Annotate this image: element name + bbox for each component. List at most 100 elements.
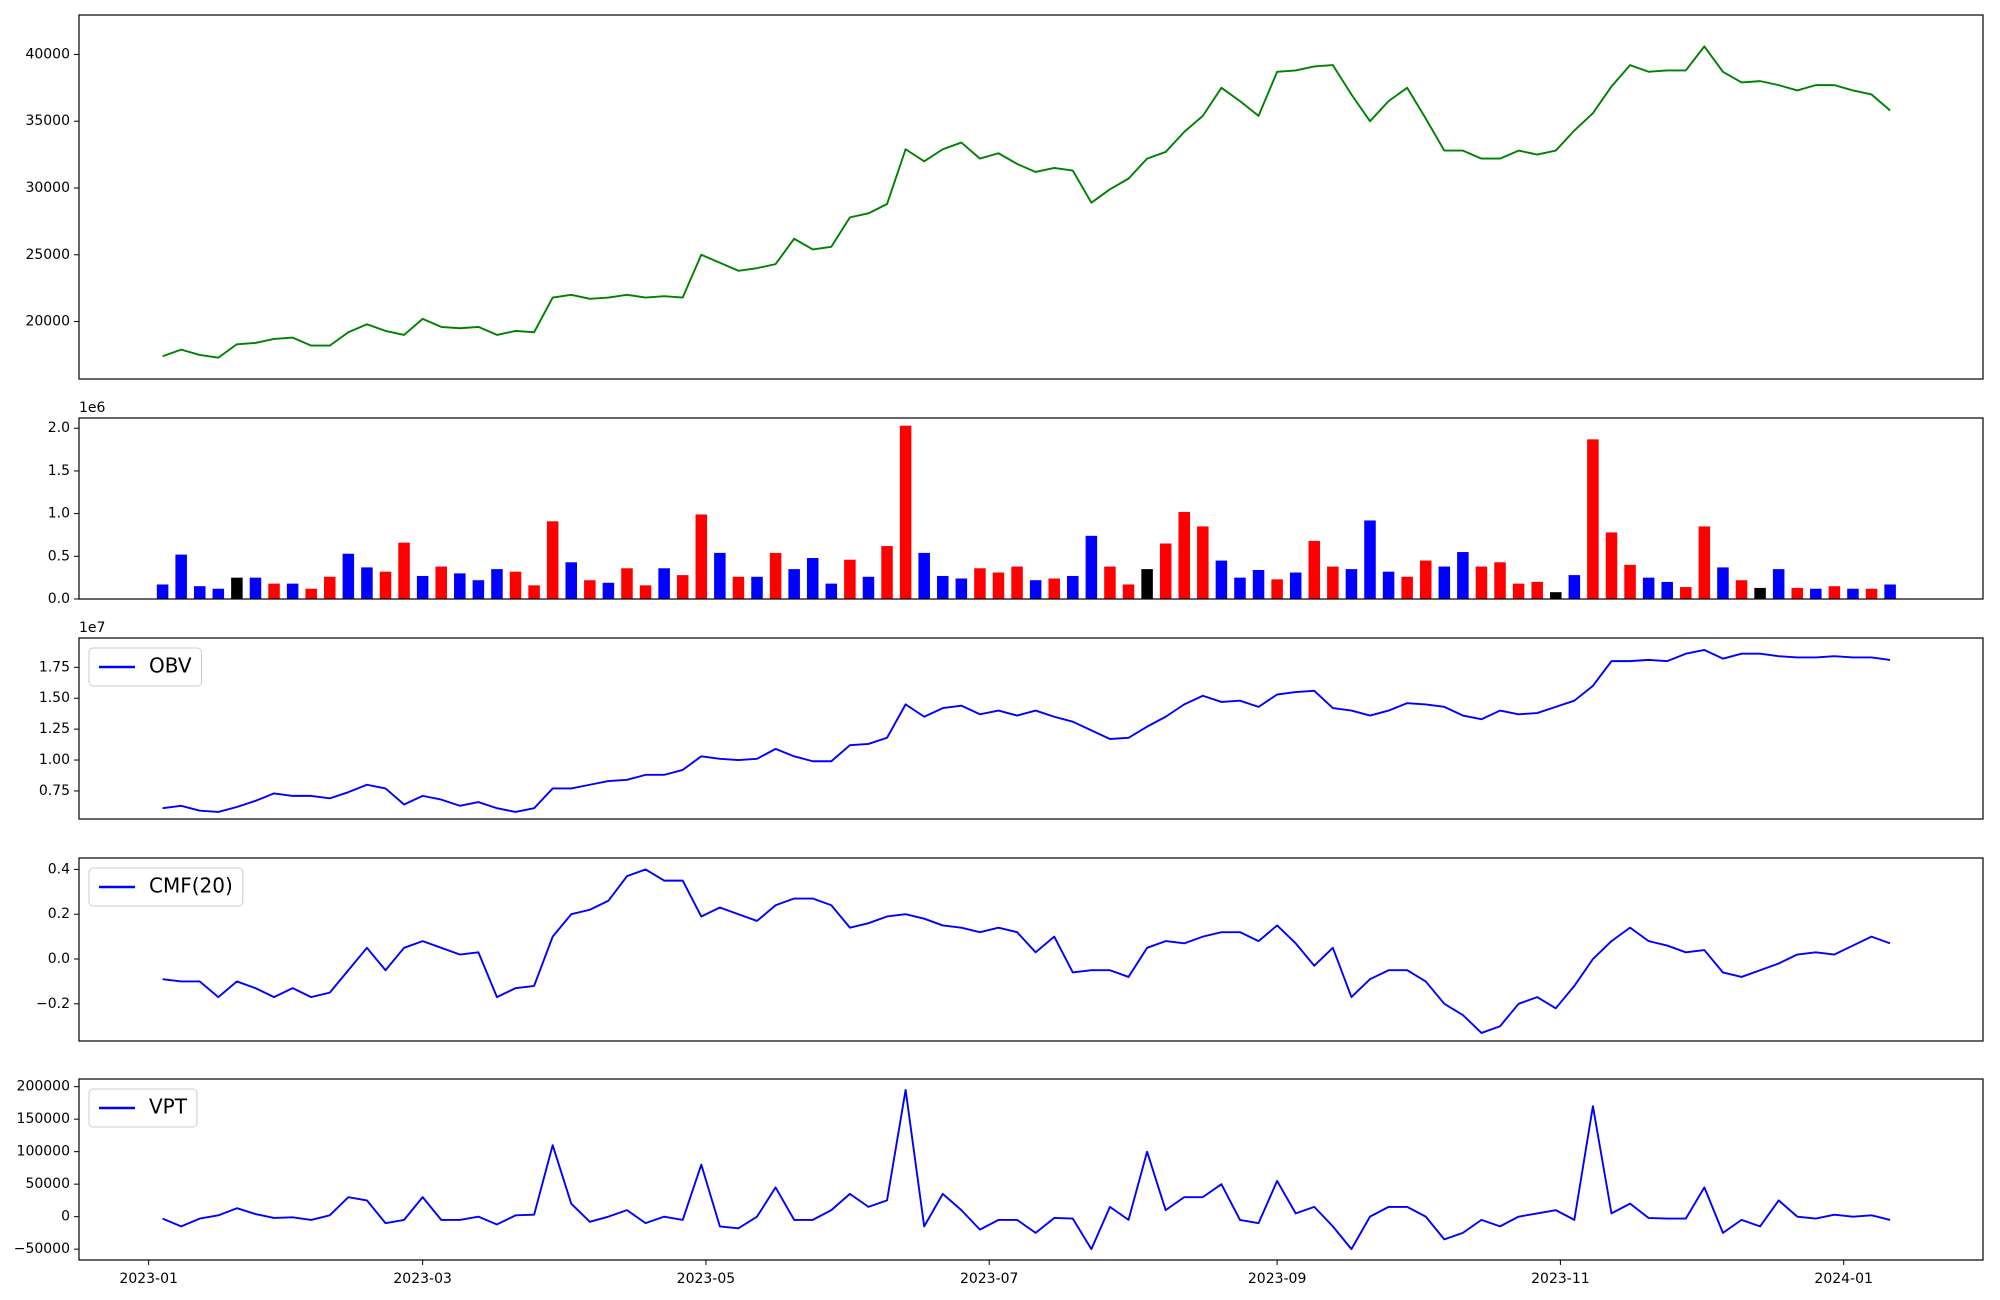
volume-bar [639,585,652,599]
volume-bar [1550,592,1562,599]
volume-bar [1401,576,1413,599]
volume-bar [621,568,633,599]
volume-bar [1475,566,1488,599]
volume-bar [1587,439,1599,599]
y-tick-label: 1.00 [39,752,70,768]
y-tick-label: 0.5 [48,548,70,564]
volume-bar [324,576,336,599]
y-tick-label: 1.75 [39,659,70,675]
x-tick-label: 2023-01 [119,1271,178,1287]
volume-bar [1011,566,1023,599]
volume-bar [1234,577,1246,599]
offset-text: 1e7 [79,620,105,636]
data-line [162,1088,1891,1251]
volume-bar [509,571,522,599]
y-tick-label: 0.75 [39,783,70,799]
volume-bar [305,588,317,599]
panel: −0.2 0.0 0.2 0.4 CMF(20) [36,857,1984,1042]
volume-bar [881,546,893,599]
legend: OBV [88,647,203,687]
volume-bar [1419,560,1432,599]
volume-bar [1178,511,1191,599]
legend: VPT [88,1088,198,1128]
volume-bar [342,553,355,599]
volume-bar [1141,569,1153,599]
volume-bar [1680,587,1692,599]
volume-bar [806,558,819,599]
volume-bar [992,572,1005,599]
volume-bar [1512,583,1525,599]
volume-bar [156,584,169,599]
volume-bar [1698,526,1711,599]
volume-bar [584,580,596,599]
y-tick-label: 1.5 [48,463,70,479]
volume-bar [918,552,930,599]
volume-bar [1029,580,1042,599]
y-tick-label: 0.0 [48,591,70,607]
volume-bar [1215,560,1228,599]
volume-bar [732,576,745,599]
volume-bar [472,580,485,599]
volume-bar [1271,579,1283,599]
legend-box [88,867,244,907]
panel: 0.75 1.00 1.25 1.50 1.75 1e7 OBV [39,620,1984,820]
legend: CMF(20) [88,867,244,907]
volume-bar [1085,535,1098,599]
volume-bar [1531,581,1543,599]
data-line [162,868,1891,1034]
volume-bar [1642,577,1655,599]
volume-bar [1605,532,1618,599]
volume-bar [825,583,838,599]
y-tick-label: 1.25 [39,721,70,737]
volume-bar [1494,562,1506,599]
y-tick-label: −0.2 [36,996,70,1012]
panel: 20000 25000 30000 35000 40000 [25,14,1984,380]
volume-bar [1438,566,1451,599]
volume-bar [1382,571,1395,599]
axes-frame [78,1078,1984,1261]
volume-bar [1197,526,1209,599]
legend-label: OBV [149,654,192,678]
volume-bar [1624,564,1636,599]
y-tick-label: 30000 [25,180,70,196]
volume-bar [491,569,503,599]
x-tick-label: 2023-07 [960,1271,1019,1287]
panel: −50000 0 50000 100000 150000 200000 2023-01 202… [14,1078,1984,1287]
volume-bar [1067,575,1079,599]
y-tick-label: 0.2 [48,906,70,922]
legend-box [88,647,203,687]
panel: 0.0 0.5 1.0 1.5 2.0 1e6 [48,400,1984,607]
volume-bar [268,583,280,599]
volume-bar [658,568,670,599]
volume-bar [751,576,763,599]
volume-bar [1865,588,1878,599]
volume-bar [844,559,856,599]
volume-bar [1884,584,1896,599]
volume-bar [1252,569,1265,599]
legend-label: CMF(20) [149,874,233,898]
y-tick-label: 100000 [17,1144,70,1160]
axes-frame [78,637,1984,820]
volume-bar [602,582,615,599]
volume-bar [1568,575,1581,599]
volume-bar [676,575,689,599]
volume-bar [1289,572,1302,599]
y-tick-label: 50000 [25,1176,70,1192]
volume-bar [974,568,986,599]
volume-bar [1122,584,1135,599]
y-tick-label: 0 [61,1209,70,1225]
volume-bar [1104,566,1116,599]
y-tick-label: 1.50 [39,690,70,706]
volume-bar [862,576,875,599]
volume-bar [1772,569,1785,599]
volume-bar [899,425,912,599]
volume-bar [1754,587,1766,599]
volume-bar [1159,543,1172,599]
offset-text: 1e6 [79,400,106,416]
volume-bar [249,577,262,599]
y-tick-label: 35000 [25,113,70,129]
volume-bar [398,542,410,599]
y-tick-label: 20000 [25,314,70,330]
y-tick-label: 0.4 [48,861,70,877]
